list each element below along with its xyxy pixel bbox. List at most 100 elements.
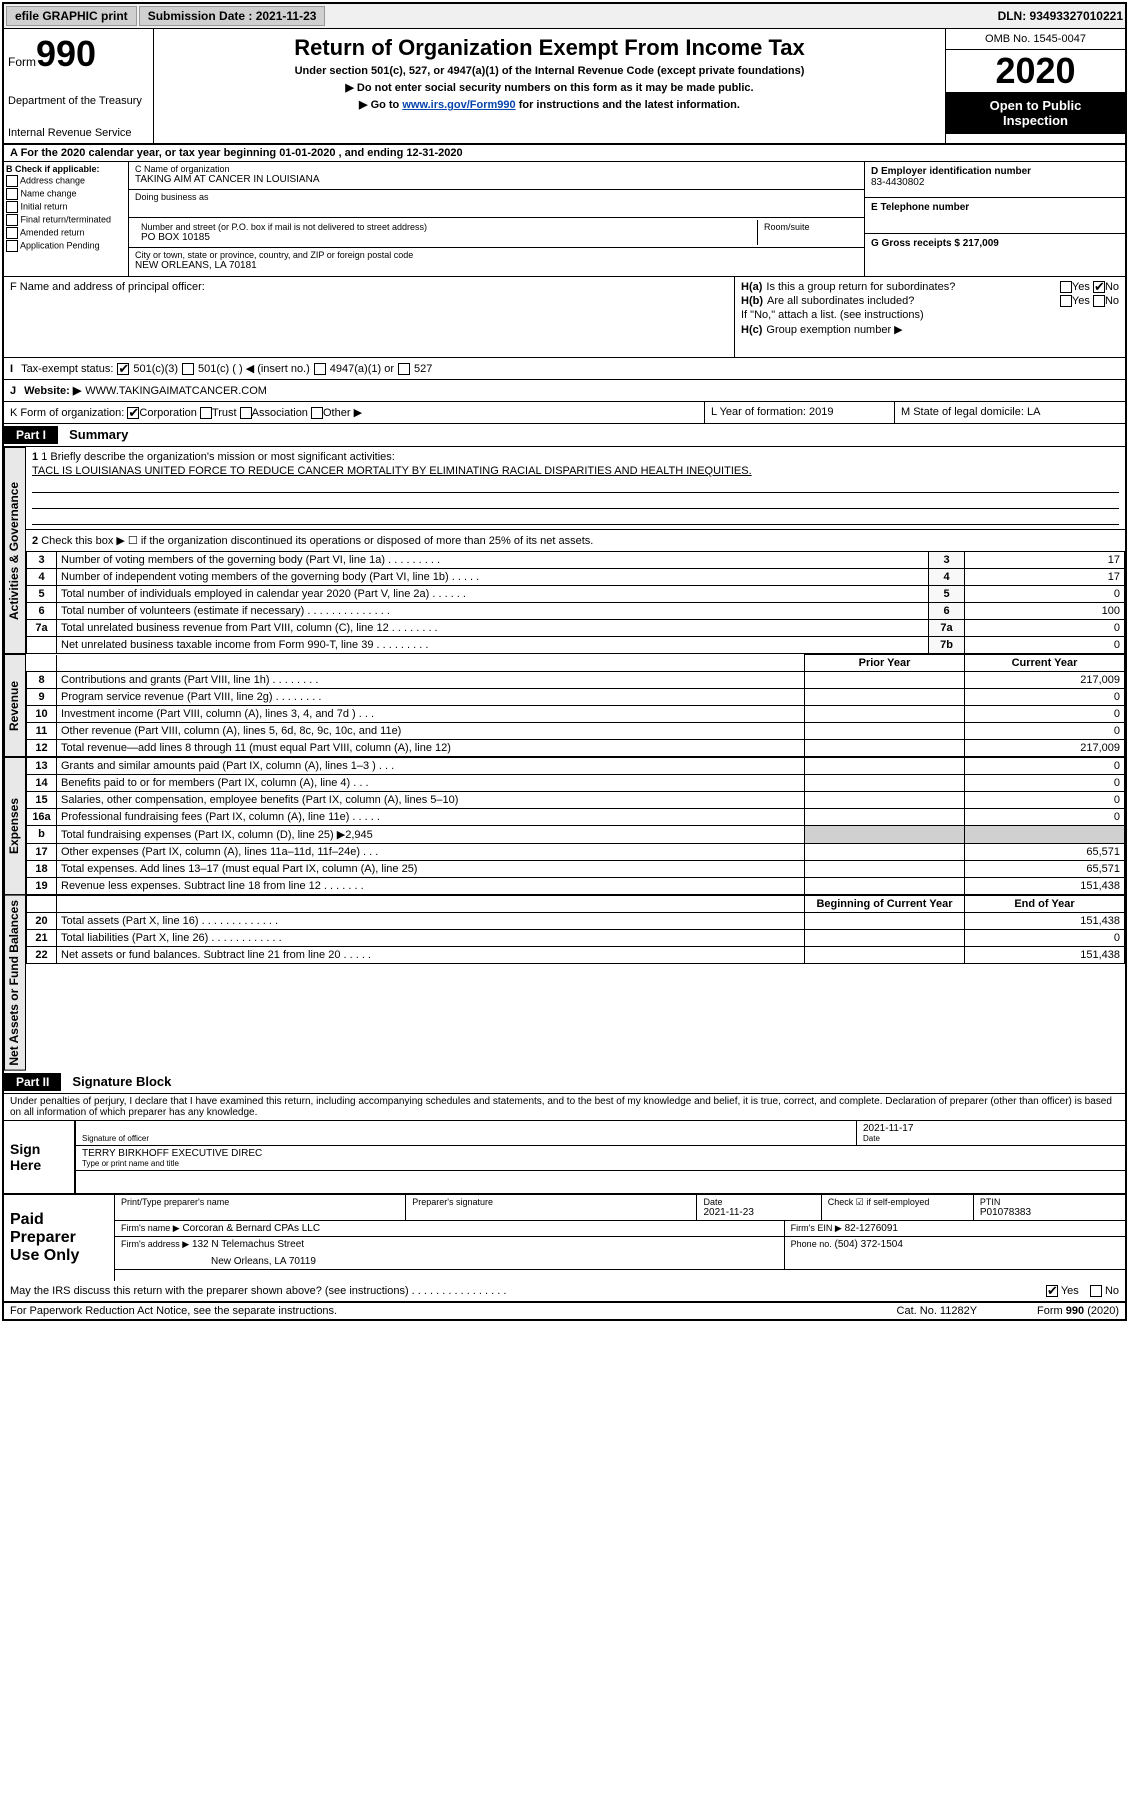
vert-label-rev: Revenue <box>4 654 26 757</box>
row-desc: Number of independent voting members of … <box>57 569 929 586</box>
firm-name: Corcoran & Bernard CPAs LLC <box>182 1223 320 1234</box>
k-other-checkbox[interactable] <box>311 407 323 419</box>
exp-table: 13 Grants and similar amounts paid (Part… <box>26 757 1125 895</box>
row-desc: Total liabilities (Part X, line 26) . . … <box>57 930 805 947</box>
row-i: I Tax-exempt status: 501(c)(3) 501(c) ( … <box>4 358 1125 380</box>
hb-yes: Yes <box>1072 295 1090 307</box>
row-desc: Grants and similar amounts paid (Part IX… <box>57 758 805 775</box>
paid-preparer-block: Paid Preparer Use Only Print/Type prepar… <box>4 1193 1125 1281</box>
row-prior <box>805 758 965 775</box>
ag-content: 1 1 Briefly describe the organization's … <box>26 447 1125 654</box>
form-header: Form990 Department of the Treasury Inter… <box>4 29 1125 145</box>
q2-text: Check this box ▶ ☐ if the organization d… <box>41 535 593 547</box>
discuss-no-checkbox[interactable] <box>1090 1285 1102 1297</box>
k-corp-checkbox[interactable] <box>127 407 139 419</box>
b-final: Final return/terminated <box>6 214 126 226</box>
ha-yes: Yes <box>1072 281 1090 293</box>
org-address: PO BOX 10185 <box>141 232 751 243</box>
row-desc: Other revenue (Part VIII, column (A), li… <box>57 723 805 740</box>
row-num: 21 <box>27 930 57 947</box>
checkbox-address-change[interactable] <box>6 175 18 187</box>
i-opt1: 501(c)(3) <box>133 363 178 375</box>
discuss-yes-checkbox[interactable] <box>1046 1285 1058 1297</box>
instruction-1: ▶ Do not enter social security numbers o… <box>160 81 939 94</box>
k-opt2: Trust <box>212 407 237 419</box>
discuss-yesno: Yes No <box>1046 1285 1119 1297</box>
hb-yes-checkbox[interactable] <box>1060 295 1072 307</box>
sig-name-label: Type or print name and title <box>82 1159 1119 1168</box>
discuss-no: No <box>1105 1285 1119 1297</box>
b-address-change: Address change <box>6 175 126 187</box>
row-current: 217,009 <box>965 740 1125 757</box>
ha-label: H(a) <box>741 281 762 293</box>
row-box: 6 <box>929 603 965 620</box>
footer: For Paperwork Reduction Act Notice, see … <box>4 1302 1125 1319</box>
row-prior <box>805 792 965 809</box>
form990-link[interactable]: www.irs.gov/Form990 <box>402 99 515 111</box>
efile-badge: efile GRAPHIC print <box>6 6 137 26</box>
i-4947-checkbox[interactable] <box>314 363 326 375</box>
row-prior <box>805 672 965 689</box>
row-num: 3 <box>27 552 57 569</box>
row-desc: Net assets or fund balances. Subtract li… <box>57 947 805 964</box>
row-num: 13 <box>27 758 57 775</box>
form-word: Form <box>8 55 36 69</box>
part2-header-row: Part II Signature Block <box>4 1071 1125 1094</box>
hdr-prior: Prior Year <box>805 655 965 672</box>
row-desc: Salaries, other compensation, employee b… <box>57 792 805 809</box>
k-opt4: Other ▶ <box>323 407 362 419</box>
hb-label: H(b) <box>741 295 763 307</box>
checkbox-amended[interactable] <box>6 227 18 239</box>
i-501c3-checkbox[interactable] <box>117 363 129 375</box>
checkbox-pending[interactable] <box>6 240 18 252</box>
row-num: 12 <box>27 740 57 757</box>
hc-text: Group exemption number ▶ <box>766 323 902 336</box>
table-row: 17 Other expenses (Part IX, column (A), … <box>27 844 1125 861</box>
l-label: L Year of formation: 2019 <box>711 406 834 418</box>
blank-line-3 <box>32 511 1119 525</box>
i-527-checkbox[interactable] <box>398 363 410 375</box>
b-item-4: Amended return <box>20 227 85 237</box>
checkbox-final[interactable] <box>6 214 18 226</box>
public1: Open to Public <box>952 98 1119 113</box>
d-phone-label: E Telephone number <box>871 202 1119 213</box>
k-opt1: Corporation <box>139 407 196 419</box>
j-text: Website: ▶ <box>24 384 81 397</box>
row-num: 20 <box>27 913 57 930</box>
ha-no-checkbox[interactable] <box>1093 281 1105 293</box>
summary-exp: Expenses 13 Grants and similar amounts p… <box>4 757 1125 895</box>
table-row: 13 Grants and similar amounts paid (Part… <box>27 758 1125 775</box>
row-desc: Total revenue—add lines 8 through 11 (mu… <box>57 740 805 757</box>
b-initial: Initial return <box>6 201 126 213</box>
instruction-2: ▶ Go to www.irs.gov/Form990 for instruct… <box>160 98 939 111</box>
q1-text: 1 Briefly describe the organization's mi… <box>41 451 395 463</box>
c-addr-label: Number and street (or P.O. box if mail i… <box>141 222 751 232</box>
prep-name-cell: Print/Type preparer's name <box>115 1195 406 1220</box>
row-current: 0 <box>965 775 1125 792</box>
row-prior <box>805 878 965 895</box>
m-label: M State of legal domicile: LA <box>901 406 1040 418</box>
prep-date-cell: Date2021-11-23 <box>697 1195 821 1220</box>
rev-blank-desc <box>57 655 805 672</box>
k-trust-checkbox[interactable] <box>200 407 212 419</box>
paid-right: Print/Type preparer's name Preparer's si… <box>114 1195 1125 1281</box>
row-current: 0 <box>965 706 1125 723</box>
checkbox-initial[interactable] <box>6 201 18 213</box>
instr1-text: Do not enter social security numbers on … <box>357 82 754 94</box>
b-amended: Amended return <box>6 227 126 239</box>
i-501c-checkbox[interactable] <box>182 363 194 375</box>
ha-yes-checkbox[interactable] <box>1060 281 1072 293</box>
sig-date-label: Date <box>863 1134 1119 1143</box>
checkbox-name-change[interactable] <box>6 188 18 200</box>
header-left: Form990 Department of the Treasury Inter… <box>4 29 154 143</box>
k-label: K Form of organization: <box>10 407 124 419</box>
hb-no-checkbox[interactable] <box>1093 295 1105 307</box>
i-opt4: 527 <box>414 363 432 375</box>
b-item-5: Application Pending <box>20 240 100 250</box>
table-row: 8 Contributions and grants (Part VIII, l… <box>27 672 1125 689</box>
table-row: 9 Program service revenue (Part VIII, li… <box>27 689 1125 706</box>
b-item-2: Initial return <box>21 201 68 211</box>
k-assoc-checkbox[interactable] <box>240 407 252 419</box>
i-opt2: 501(c) ( ) ◀ (insert no.) <box>198 362 310 375</box>
summary-rev: Revenue Prior Year Current Year 8 Contri… <box>4 654 1125 757</box>
